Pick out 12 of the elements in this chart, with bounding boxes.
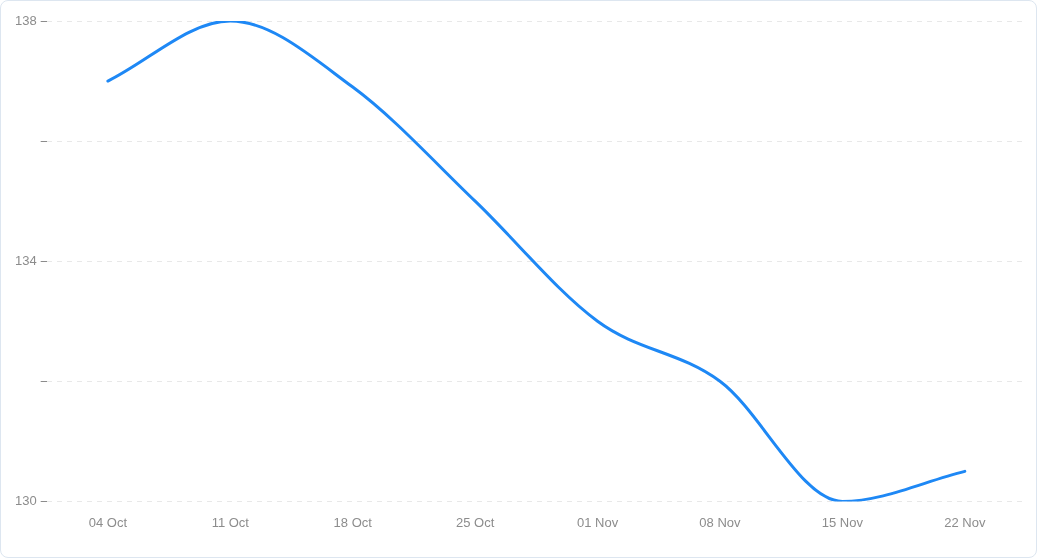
- x-tick-label: 08 Nov: [699, 514, 742, 530]
- line-series: [106, 21, 967, 502]
- x-tick-label: 15 Nov: [821, 514, 864, 530]
- y-tick-label: 138: [14, 12, 37, 28]
- x-tick-label: 11 Oct: [211, 514, 250, 530]
- x-tick-label: 25 Oct: [455, 514, 495, 530]
- x-tick-label: 01 Nov: [576, 514, 619, 530]
- x-tick-label: 18 Oct: [333, 514, 373, 530]
- y-tick-label: 134: [14, 252, 37, 268]
- x-tick-label: 22 Nov: [944, 514, 986, 530]
- y-tick-label: 130: [14, 492, 37, 508]
- x-tick-label: 04 Oct: [88, 514, 128, 530]
